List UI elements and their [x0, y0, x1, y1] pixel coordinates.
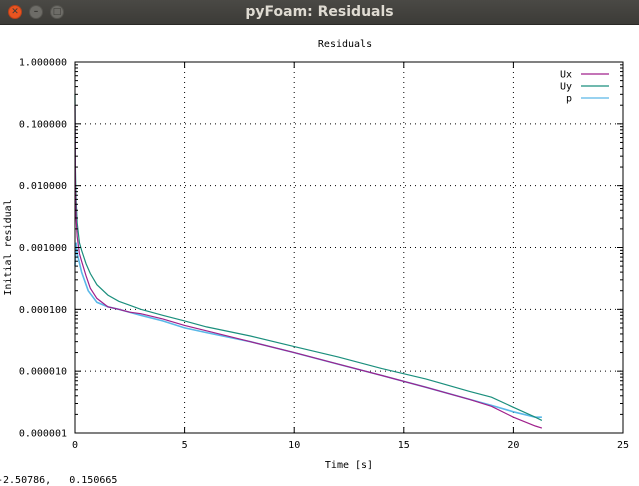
series-line-p — [74, 242, 542, 419]
window-title: pyFoam: Residuals — [245, 4, 394, 20]
status-bar: -2.50786, 0.150665 — [0, 475, 639, 486]
minimize-window-button[interactable]: – — [29, 5, 43, 19]
y-tick-label: 1.000000 — [19, 58, 67, 69]
axis-ticks: 0 5 10 15 20 25 1.000000 0.100000 0.010000 0.0010… — [19, 58, 629, 452]
maximize-window-button[interactable]: □ — [50, 5, 64, 19]
residuals-chart: 0 5 10 15 20 25 1.000000 0.100000 0.010000 0.0010… — [3, 39, 629, 471]
y-tick-label: 0.000100 — [19, 305, 67, 316]
y-tick-label: 0.100000 — [19, 119, 67, 130]
close-icon: ✕ — [11, 7, 19, 17]
close-window-button[interactable]: ✕ — [8, 5, 22, 19]
legend-label-ux: Ux — [560, 70, 572, 81]
maximize-icon: □ — [52, 7, 62, 17]
y-tick-label: 0.000001 — [19, 429, 67, 440]
x-tick-label: 20 — [507, 440, 519, 451]
x-tick-label: 10 — [288, 440, 300, 451]
chart-title: Residuals — [318, 39, 372, 50]
series-lines — [74, 94, 543, 429]
x-tick-label: 0 — [72, 440, 78, 451]
y-tick-label: 0.001000 — [19, 243, 67, 254]
grid-lines — [75, 62, 623, 433]
plot-canvas[interactable]: 0 5 10 15 20 25 1.000000 0.100000 0.010000 0.0010… — [0, 25, 639, 475]
x-tick-label: 5 — [182, 440, 188, 451]
x-tick-label: 25 — [617, 440, 629, 451]
series-line-ux — [74, 105, 543, 429]
legend-label-uy: Uy — [560, 82, 572, 93]
legend-label-p: p — [566, 94, 572, 105]
y-tick-label: 0.000010 — [19, 367, 67, 378]
cursor-coordinates: -2.50786, 0.150665 — [0, 475, 118, 486]
x-axis-label: Time [s] — [325, 460, 373, 471]
y-axis-label: Initial residual — [3, 199, 14, 295]
x-tick-label: 15 — [398, 440, 410, 451]
series-line-uy — [74, 94, 543, 421]
window-titlebar: ✕ – □ pyFoam: Residuals — [0, 0, 639, 25]
minimize-icon: – — [33, 7, 39, 17]
y-tick-label: 0.010000 — [19, 181, 67, 192]
